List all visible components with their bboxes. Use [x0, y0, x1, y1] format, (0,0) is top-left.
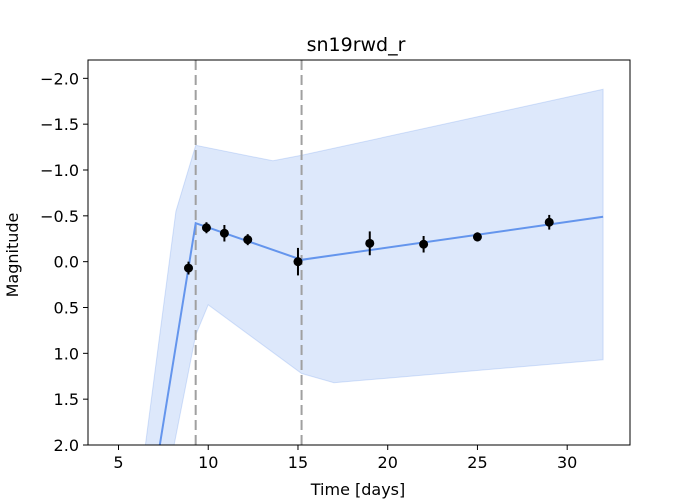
observation-points [184, 214, 554, 276]
data-marker [184, 263, 194, 273]
data-marker [419, 239, 429, 249]
observation-point-5 [293, 247, 303, 276]
y-tick-label: −2.0 [40, 69, 79, 88]
x-tick-label: 15 [288, 453, 308, 472]
x-tick-label: 30 [557, 453, 577, 472]
observation-point-2 [201, 222, 211, 234]
chart-title: sn19rwd_r [307, 34, 406, 56]
y-axis-ticks: −2.0 −1.5 −1.0 −0.5 0.0 0.5 1.0 1.5 2.0 [40, 69, 88, 455]
plot-area [144, 60, 604, 445]
x-tick-label: 5 [113, 453, 123, 472]
y-tick-label: 2.0 [54, 436, 79, 455]
data-marker [201, 223, 211, 233]
x-tick-label: 20 [378, 453, 398, 472]
data-marker [243, 235, 253, 245]
observation-point-9 [544, 214, 554, 230]
data-marker [472, 232, 482, 242]
y-tick-label: −1.5 [40, 115, 79, 134]
observation-point-4 [243, 234, 253, 246]
y-tick-label: 0.0 [54, 253, 79, 272]
x-axis-ticks: 5 10 15 20 25 30 [113, 445, 577, 472]
observation-point-7 [419, 236, 429, 253]
observation-point-8 [472, 232, 482, 242]
data-marker [544, 217, 554, 227]
data-marker [219, 228, 229, 238]
y-axis-label: Magnitude [3, 213, 22, 298]
x-axis-label: Time [days] [310, 480, 406, 499]
data-marker [365, 238, 375, 248]
y-tick-label: 1.0 [54, 344, 79, 363]
observation-point-1 [184, 261, 194, 275]
plot-frame [87, 59, 631, 446]
model-uncertainty-band [144, 88, 604, 445]
y-tick-label: 0.5 [54, 299, 79, 318]
x-tick-label: 10 [198, 453, 218, 472]
y-tick-label: −1.0 [40, 161, 79, 180]
x-tick-label: 25 [467, 453, 487, 472]
y-tick-label: −0.5 [40, 207, 79, 226]
y-tick-label: 1.5 [54, 390, 79, 409]
observation-point-3 [219, 225, 229, 242]
observation-point-6 [365, 231, 375, 256]
data-marker [293, 257, 303, 267]
